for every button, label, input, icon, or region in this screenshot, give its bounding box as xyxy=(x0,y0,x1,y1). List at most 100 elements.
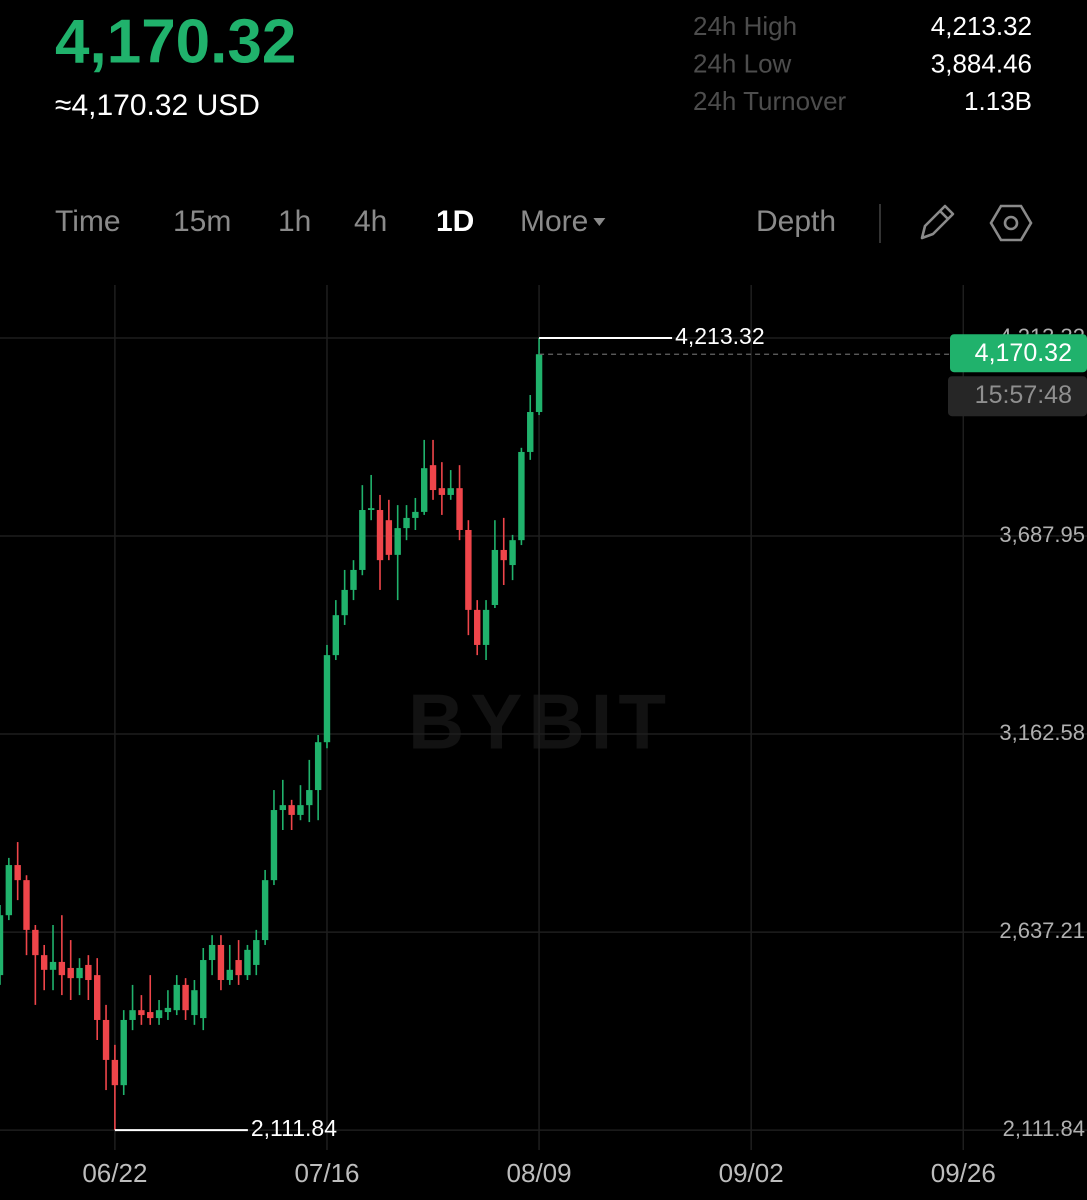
y-tick-label: 3,687.95 xyxy=(999,522,1085,547)
interval-tabs: Time 15m 1h 4h 1D More xyxy=(55,205,606,238)
candle-body xyxy=(147,1012,154,1019)
x-tick-label: 08/09 xyxy=(507,1158,572,1188)
tab[interactable]: Time xyxy=(55,205,121,238)
candle-body xyxy=(76,967,83,979)
dropdown-caret xyxy=(593,218,606,226)
candle-body xyxy=(482,609,490,645)
depth-tab[interactable]: Depth xyxy=(756,205,836,238)
candle-body xyxy=(14,865,21,881)
tab[interactable]: 1h xyxy=(278,205,311,238)
candle-body xyxy=(279,805,286,811)
candle-body xyxy=(527,412,534,452)
candle-body xyxy=(367,508,375,511)
tab[interactable]: More xyxy=(520,205,588,238)
candle-body xyxy=(491,549,499,605)
candle-body xyxy=(297,805,304,815)
candle-body xyxy=(120,1019,127,1086)
candle-body xyxy=(129,1010,136,1020)
candle-body xyxy=(5,865,13,916)
stat-label: 24h High xyxy=(693,11,797,41)
candle-body xyxy=(208,944,216,961)
y-tick-label: 2,637.21 xyxy=(999,918,1085,943)
candle-body xyxy=(182,984,189,1011)
candle-body xyxy=(385,520,393,555)
tab[interactable]: 15m xyxy=(173,205,231,238)
candle-body xyxy=(438,488,446,495)
last-price: 4,170.32 xyxy=(55,7,296,76)
candle-body xyxy=(164,1007,172,1013)
candle-body xyxy=(155,1010,163,1019)
stat-label: 24h Turnover xyxy=(693,86,847,116)
candle-body xyxy=(500,549,507,561)
candle-body xyxy=(403,517,410,529)
candle-body xyxy=(394,528,401,555)
candle-body xyxy=(447,488,454,495)
candle-body xyxy=(67,967,74,979)
draw-tool-icon[interactable] xyxy=(920,204,955,240)
candle-body xyxy=(474,609,481,645)
candle-body xyxy=(191,990,198,1016)
x-tick-label: 09/02 xyxy=(719,1158,784,1188)
candle-body xyxy=(58,961,66,976)
settings-icon[interactable] xyxy=(989,204,1033,242)
tab[interactable]: 1D xyxy=(436,205,474,238)
candle-body xyxy=(226,969,233,981)
candle-body xyxy=(341,589,348,616)
x-tick-label: 06/22 xyxy=(82,1158,147,1188)
candle-body xyxy=(306,790,313,806)
pencil-line xyxy=(939,210,949,220)
candle-body xyxy=(332,615,340,656)
tab[interactable]: 4h xyxy=(354,205,387,238)
candle-body xyxy=(518,451,525,541)
candle-body xyxy=(200,960,207,1019)
x-tick-label: 09/26 xyxy=(931,1158,996,1188)
low-marker-label: 2,111.84 xyxy=(251,1115,337,1141)
candle-body xyxy=(314,742,322,791)
hexagon-center xyxy=(1003,215,1019,231)
stat-label: 24h Low xyxy=(693,48,792,78)
candle-body xyxy=(376,510,384,561)
candle-body xyxy=(138,1010,145,1016)
candle-body xyxy=(32,929,39,956)
pencil xyxy=(920,204,955,240)
candle-body xyxy=(0,915,4,976)
candle-body xyxy=(23,880,30,930)
candle-body xyxy=(49,961,57,970)
chart: BYBIT 06/22 07/16 08/09 09/02 09/26 2,111.84 2,… xyxy=(0,285,1087,1188)
candle-body xyxy=(456,488,463,530)
x-tick-label: 07/16 xyxy=(294,1158,359,1188)
candle-body xyxy=(217,944,225,981)
stats: 24h High 4,213.32 24h Low 3,884.46 24h Turno… xyxy=(693,11,1032,116)
candle-body xyxy=(270,810,278,881)
candle-body xyxy=(173,984,180,1011)
candle-body xyxy=(111,1059,119,1086)
y-tick-label: 3,162.58 xyxy=(999,720,1085,745)
candle-body xyxy=(253,940,260,965)
candle-body xyxy=(465,529,472,610)
candle-body xyxy=(85,964,92,981)
candle-body xyxy=(235,960,242,976)
last-price-badge-label: 4,170.32 xyxy=(975,339,1072,367)
stat-value: 3,884.46 xyxy=(931,48,1032,78)
candle-body xyxy=(288,805,295,815)
candle-body xyxy=(535,354,543,413)
countdown-label: 15:57:48 xyxy=(975,381,1072,409)
candle-body xyxy=(102,1019,110,1060)
fiat-price: ≈4,170.32 USD xyxy=(55,89,260,122)
candle-body xyxy=(323,655,331,743)
candle-body xyxy=(429,465,437,491)
hexagon xyxy=(989,204,1033,242)
last-price-badge xyxy=(950,334,1087,373)
candle-body xyxy=(261,880,269,941)
y-tick-label: 2,111.84 xyxy=(1003,1116,1085,1141)
candle-body xyxy=(244,949,251,976)
candle-body xyxy=(359,510,366,570)
high-marker-label: 4,213.32 xyxy=(675,323,765,349)
candle-body xyxy=(420,468,428,512)
candle-body xyxy=(412,511,419,518)
candle-body xyxy=(40,955,48,970)
watermark: BYBIT xyxy=(408,678,672,766)
